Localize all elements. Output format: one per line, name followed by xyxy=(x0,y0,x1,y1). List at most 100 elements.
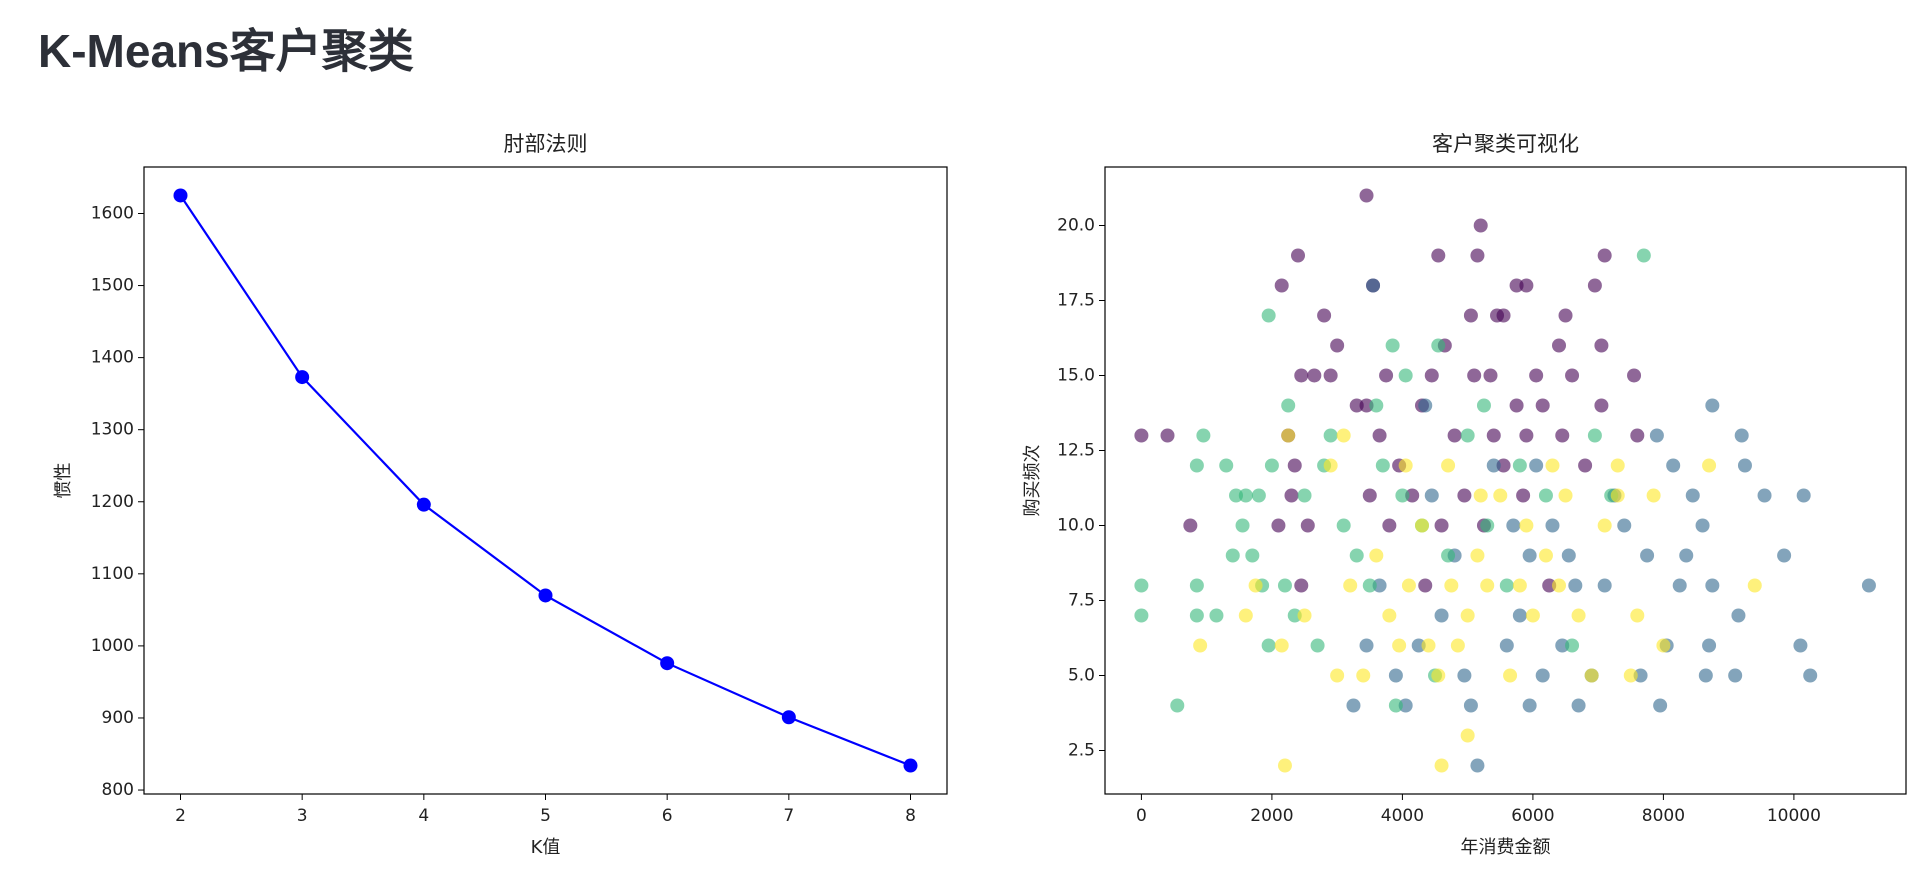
point xyxy=(1294,578,1309,593)
point xyxy=(1382,518,1397,533)
point xyxy=(1281,428,1296,443)
point xyxy=(1633,668,1648,683)
point xyxy=(1486,428,1501,443)
y-tick-label: 20.0 xyxy=(1057,216,1095,236)
point xyxy=(1470,548,1485,563)
point xyxy=(1294,368,1309,383)
point xyxy=(1297,488,1312,503)
point xyxy=(1189,578,1204,593)
point xyxy=(1734,428,1749,443)
point xyxy=(1594,398,1609,413)
point xyxy=(1297,608,1312,623)
point xyxy=(1392,638,1407,653)
point xyxy=(1646,488,1661,503)
point xyxy=(1271,518,1286,533)
point xyxy=(1395,488,1410,503)
y-tick-label: 17.5 xyxy=(1057,291,1095,311)
x-tick-label: 8 xyxy=(905,806,916,826)
point xyxy=(1512,608,1527,623)
point xyxy=(1672,578,1687,593)
point xyxy=(1470,758,1485,773)
point xyxy=(1431,248,1446,263)
point xyxy=(1219,458,1234,473)
point xyxy=(1372,578,1387,593)
y-tick-label: 900 xyxy=(102,708,134,728)
point xyxy=(1565,638,1580,653)
point xyxy=(1499,638,1514,653)
chart-title: 客户聚类可视化 xyxy=(1432,132,1579,156)
point xyxy=(1317,308,1332,323)
point xyxy=(1649,428,1664,443)
point xyxy=(1535,668,1550,683)
line xyxy=(179,194,911,767)
point xyxy=(416,497,431,512)
point xyxy=(1695,518,1710,533)
point xyxy=(1382,608,1397,623)
point xyxy=(1343,578,1358,593)
point xyxy=(1388,668,1403,683)
point xyxy=(1277,758,1292,773)
y-tick-label: 12.5 xyxy=(1057,441,1095,461)
point xyxy=(1516,488,1531,503)
point xyxy=(1189,458,1204,473)
point xyxy=(1336,428,1351,443)
point xyxy=(1209,608,1224,623)
point xyxy=(1503,668,1518,683)
point xyxy=(1460,608,1475,623)
point xyxy=(1372,428,1387,443)
point xyxy=(1225,548,1240,563)
point xyxy=(1134,578,1149,593)
point xyxy=(1424,488,1439,503)
y-tick-label: 1300 xyxy=(91,420,134,440)
x-axis-label: 年消费金额 xyxy=(1461,837,1551,858)
point xyxy=(1170,698,1185,713)
point xyxy=(1731,608,1746,623)
point xyxy=(1441,548,1456,563)
y-tick-label: 1100 xyxy=(91,564,134,584)
point xyxy=(173,188,188,203)
point xyxy=(538,588,553,603)
point xyxy=(1134,428,1149,443)
point xyxy=(1636,248,1651,263)
y-tick-label: 1500 xyxy=(91,276,134,296)
point xyxy=(1349,548,1364,563)
point xyxy=(1473,218,1488,233)
point xyxy=(1630,608,1645,623)
y-tick-label: 1000 xyxy=(91,636,134,656)
point xyxy=(1346,698,1361,713)
point xyxy=(1747,578,1762,593)
point xyxy=(1685,488,1700,503)
point xyxy=(1401,578,1416,593)
point xyxy=(903,758,918,773)
point xyxy=(1310,638,1325,653)
point xyxy=(1558,488,1573,503)
point xyxy=(1405,488,1420,503)
plot-frame xyxy=(143,166,948,795)
point xyxy=(1349,398,1364,413)
point xyxy=(1261,308,1276,323)
point xyxy=(1552,338,1567,353)
point xyxy=(1330,338,1345,353)
y-axis-label: 购买频次 xyxy=(1022,445,1043,517)
point xyxy=(1535,398,1550,413)
point xyxy=(1274,278,1289,293)
point xyxy=(1698,668,1713,683)
point xyxy=(1542,578,1557,593)
point xyxy=(1375,458,1390,473)
point xyxy=(1538,548,1553,563)
x-tick-label: 0 xyxy=(1136,806,1147,826)
point xyxy=(1291,248,1306,263)
y-tick-label: 2.5 xyxy=(1068,741,1095,761)
point xyxy=(1512,458,1527,473)
point xyxy=(1457,488,1472,503)
point xyxy=(1610,488,1625,503)
point xyxy=(1251,488,1266,503)
point xyxy=(1617,518,1632,533)
point xyxy=(1571,698,1586,713)
point xyxy=(1512,578,1527,593)
point xyxy=(1336,518,1351,533)
point xyxy=(1434,518,1449,533)
point xyxy=(1627,368,1642,383)
point xyxy=(1587,278,1602,293)
